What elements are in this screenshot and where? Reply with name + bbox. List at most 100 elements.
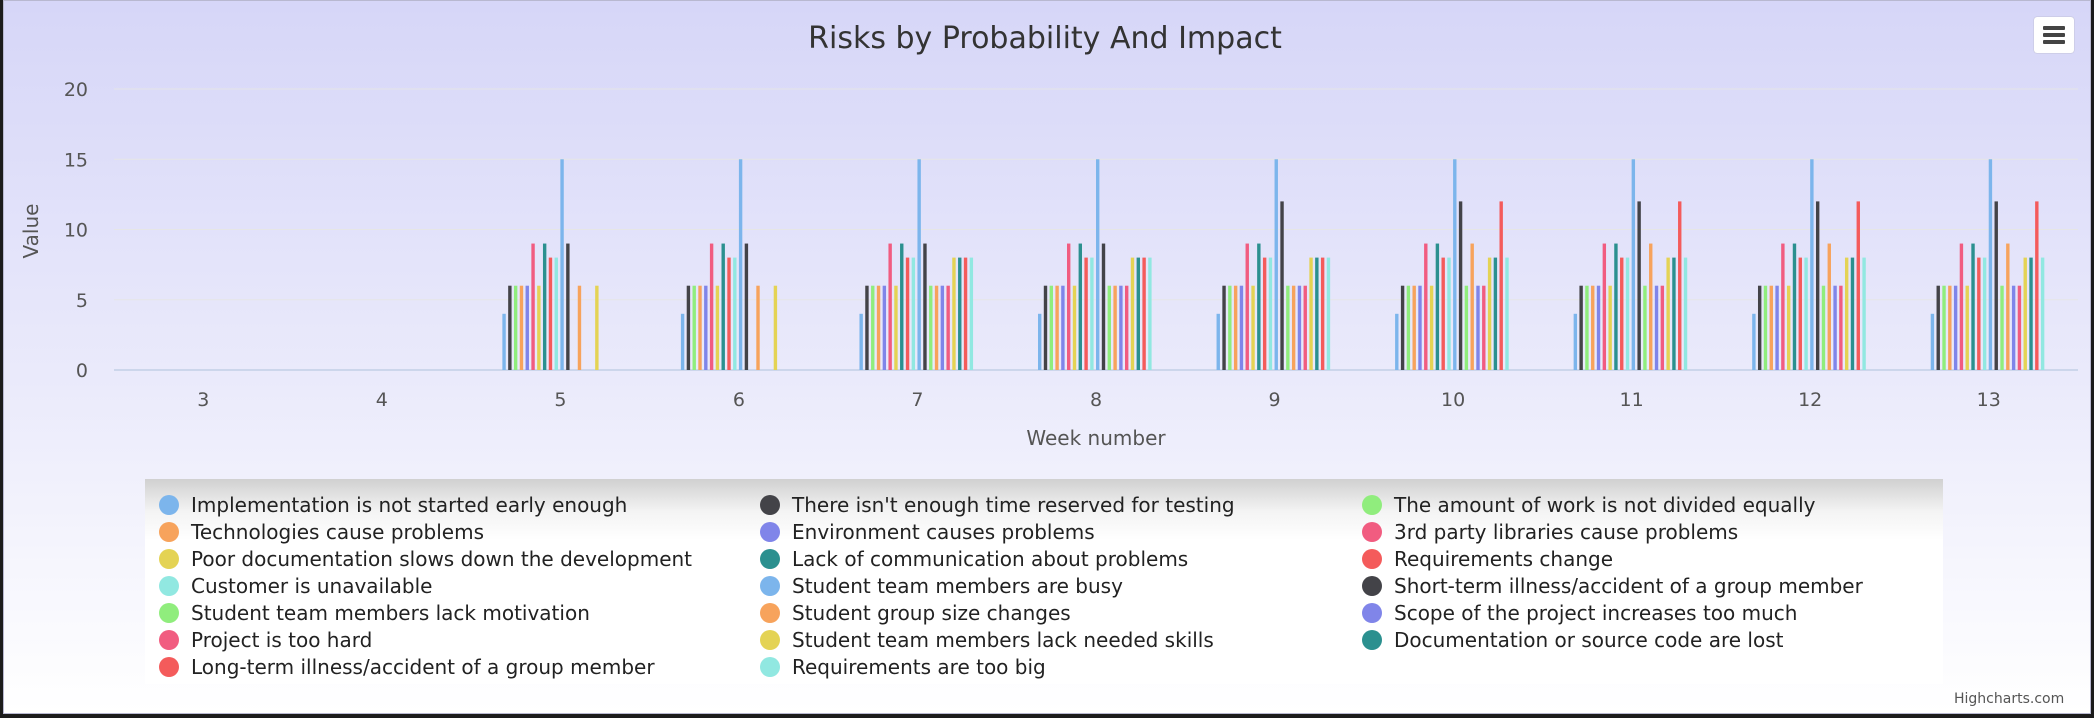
bar bbox=[1821, 285, 1826, 370]
legend-item[interactable]: Documentation or source code are lost bbox=[1362, 627, 1783, 653]
bar bbox=[1406, 285, 1411, 370]
bar bbox=[560, 159, 564, 370]
bar bbox=[508, 285, 512, 370]
x-tick-label: 4 bbox=[376, 389, 388, 411]
bar bbox=[1233, 285, 1238, 370]
legend-item[interactable]: Requirements are too big bbox=[760, 654, 1046, 680]
legend-item[interactable]: The amount of work is not divided equall… bbox=[1362, 492, 1816, 518]
x-tick-label: 6 bbox=[733, 389, 745, 411]
legend-item[interactable]: Environment causes problems bbox=[760, 519, 1095, 545]
bar bbox=[1435, 243, 1440, 370]
bar bbox=[1453, 159, 1457, 370]
legend-item[interactable]: Lack of communication about problems bbox=[760, 546, 1188, 572]
bar bbox=[1072, 285, 1077, 370]
legend-label: Requirements change bbox=[1394, 547, 1614, 571]
bar bbox=[1602, 243, 1607, 370]
legend-label: Poor documentation slows down the develo… bbox=[191, 547, 693, 571]
legend-symbol bbox=[760, 603, 780, 623]
legend-label: Technologies cause problems bbox=[191, 520, 485, 544]
legend-label: There isn't enough time reserved for tes… bbox=[792, 493, 1235, 517]
bar bbox=[537, 285, 541, 370]
hamburger-menu-icon bbox=[2043, 26, 2065, 30]
y-tick-label: 10 bbox=[64, 220, 88, 242]
chart-container: Risks by Probability And Impact 0 5 10 15 20 V… bbox=[3, 0, 2091, 714]
y-tick-label: 15 bbox=[64, 149, 88, 171]
legend-label: Documentation or source code are lost bbox=[1394, 628, 1784, 652]
bar bbox=[1649, 243, 1653, 370]
legend-label: Short-term illness/accident of a group m… bbox=[1394, 574, 1863, 598]
bar bbox=[525, 285, 529, 370]
bar bbox=[1078, 243, 1082, 370]
legend-item[interactable]: Requirements change bbox=[1362, 546, 1613, 572]
legend-label: Student team members are busy bbox=[792, 574, 1123, 598]
legend-item[interactable]: Project is too hard bbox=[159, 627, 372, 653]
bar bbox=[1781, 243, 1785, 370]
legend-symbol bbox=[760, 495, 780, 515]
bar bbox=[513, 285, 518, 370]
legend-item[interactable]: Poor documentation slows down the develo… bbox=[159, 546, 692, 572]
legend-symbol bbox=[1362, 522, 1382, 542]
legend-symbol bbox=[1362, 576, 1382, 596]
bar bbox=[1125, 285, 1129, 370]
bar bbox=[1286, 285, 1290, 370]
bar bbox=[1752, 313, 1756, 370]
bar bbox=[686, 285, 691, 370]
bar bbox=[1792, 243, 1797, 370]
bar bbox=[704, 285, 708, 370]
legend-item[interactable]: Scope of the project increases too much bbox=[1362, 600, 1797, 626]
legend-item[interactable]: 3rd party libraries cause problems bbox=[1362, 519, 1738, 545]
bar bbox=[692, 285, 696, 370]
legend-item[interactable]: Implementation is not started early enou… bbox=[159, 492, 627, 518]
legend-item[interactable]: There isn't enough time reserved for tes… bbox=[760, 492, 1235, 518]
legend-item[interactable]: Technologies cause problems bbox=[159, 519, 484, 545]
bar bbox=[911, 257, 916, 370]
hamburger-menu-icon-bar bbox=[2043, 40, 2065, 44]
bar bbox=[1268, 257, 1273, 370]
bar bbox=[1591, 285, 1595, 370]
bar bbox=[929, 285, 933, 370]
bar bbox=[554, 257, 558, 370]
bar bbox=[1810, 159, 1814, 370]
bar bbox=[1458, 201, 1463, 370]
bar bbox=[1625, 257, 1630, 370]
legend-item[interactable]: Student group size changes bbox=[760, 600, 1071, 626]
legend-symbol bbox=[760, 549, 780, 569]
bar bbox=[1930, 313, 1935, 370]
legend-item[interactable]: Long-term illness/accident of a group me… bbox=[159, 654, 655, 680]
bar bbox=[1786, 285, 1791, 370]
bar bbox=[888, 243, 892, 370]
credits-link[interactable]: Highcharts.com bbox=[1954, 691, 2065, 707]
bar bbox=[2023, 257, 2027, 370]
bar bbox=[1043, 285, 1048, 370]
bar bbox=[548, 257, 553, 370]
legend-item[interactable]: Student team members lack motivation bbox=[159, 600, 590, 626]
legend-symbol bbox=[760, 630, 780, 650]
chart-legend: Implementation is not started early enou… bbox=[145, 479, 1943, 684]
bar bbox=[1107, 285, 1111, 370]
bar bbox=[1608, 285, 1612, 370]
legend-label: Student group size changes bbox=[792, 601, 1071, 625]
bar bbox=[865, 285, 869, 370]
legend-label: Requirements are too big bbox=[792, 655, 1046, 679]
legend-item[interactable]: Student team members lack needed skills bbox=[760, 627, 1214, 653]
legend-label: Student team members lack motivation bbox=[191, 601, 590, 625]
bar bbox=[1994, 201, 1998, 370]
bar bbox=[940, 285, 945, 370]
legend-item[interactable]: Short-term illness/accident of a group m… bbox=[1362, 573, 1863, 599]
x-tick-label: 3 bbox=[197, 389, 209, 411]
bar bbox=[1585, 285, 1589, 370]
bar bbox=[1763, 285, 1768, 370]
bar bbox=[1666, 257, 1670, 370]
bar bbox=[1982, 257, 1987, 370]
bar bbox=[756, 285, 760, 370]
bar bbox=[882, 285, 887, 370]
legend-item[interactable]: Student team members are busy bbox=[760, 573, 1123, 599]
chart-context-menu-button[interactable] bbox=[2034, 17, 2074, 53]
x-tick-label: 11 bbox=[1620, 389, 1644, 411]
legend-item[interactable]: Customer is unavailable bbox=[159, 573, 432, 599]
bar bbox=[1297, 285, 1302, 370]
bar bbox=[1833, 285, 1837, 370]
bar bbox=[1441, 257, 1445, 370]
bar bbox=[566, 243, 570, 370]
bar bbox=[1280, 201, 1284, 370]
